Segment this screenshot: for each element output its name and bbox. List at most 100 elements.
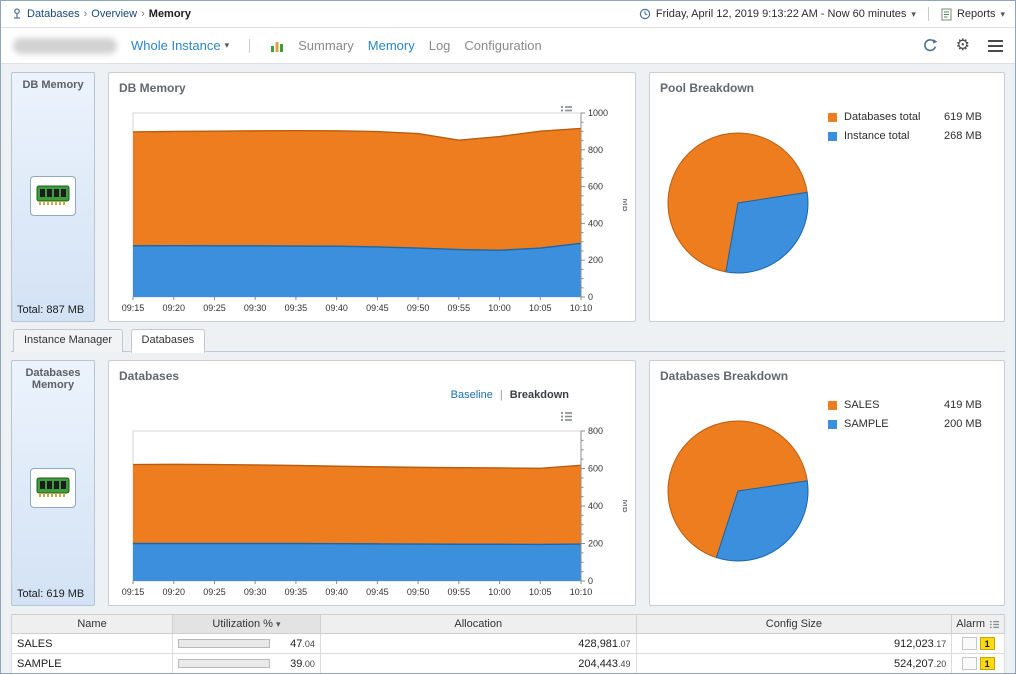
databases-chart-panel: Databases Baseline | Breakdown 0 200 400 60… [108,360,636,606]
nav-configuration[interactable]: Configuration [464,38,542,53]
svg-text:200: 200 [588,539,603,549]
refresh-icon[interactable] [922,38,938,54]
breakdown-toggle[interactable]: Breakdown [509,389,569,401]
databases-section: Databases Memory [11,360,1005,606]
svg-text:09:55: 09:55 [448,587,471,597]
cell-allocation: 204,443.49 [319,653,637,673]
main-content: DB Memory [1,64,1015,673]
memory-chip-button[interactable] [30,467,76,508]
column-header-utilization[interactable]: Utilization % ▾ [172,614,321,634]
chevron-down-icon: ▾ [911,8,916,19]
legend-item: Databases total 619 MB [828,111,990,123]
svg-text:600: 600 [588,464,603,474]
table-row[interactable]: SAMPLE 39.00 204,443.49 524,207.20 [10,653,1005,673]
legend-label: SAMPLE [844,418,889,430]
table-header-row: Name Utilization % ▾ Allocation Config S… [10,614,1005,634]
breadcrumb: Databases › Overview › Memory [11,8,191,20]
pool-breakdown-panel: Pool Breakdown Databases total 619 MB In… [649,72,1005,322]
memory-chip-button[interactable] [30,175,76,216]
legend-item: Instance total 268 MB [828,130,990,142]
tab-databases[interactable]: Databases [130,329,206,353]
svg-text:400: 400 [588,218,603,228]
cell-config-size: 524,207.20 [635,653,953,673]
alarm-critical-box[interactable] [961,637,977,650]
cell-alarm: 1 [951,653,1005,673]
databases-table: Name Utilization % ▾ Allocation Config S… [10,614,1005,673]
db-memory-chart-panel: DB Memory 0 200 400 600 800 1000 MB 09:15 09:20 0… [108,72,636,322]
legend-value: 200 MB [944,418,982,430]
time-range-label: Friday, April 12, 2019 9:13:22 AM - Now … [655,8,907,20]
clock-icon [639,8,651,20]
nav-log[interactable]: Log [428,38,451,53]
time-range-selector[interactable]: Friday, April 12, 2019 9:13:22 AM - Now … [639,8,916,20]
svg-text:800: 800 [588,426,603,436]
legend-value: 619 MB [944,111,982,123]
alarm-warning-box[interactable]: 1 [979,637,995,650]
svg-text:200: 200 [588,255,603,265]
column-header-alarm[interactable]: Alarm [951,614,1005,634]
databases-memory-side-panel: Databases Memory [11,360,95,606]
pool-breakdown-legend: Databases total 619 MB Instance total 26… [828,111,990,142]
baseline-toggle[interactable]: Baseline [450,389,493,401]
panel-title: Databases Memory [25,367,81,391]
toolbar: Whole Instance ▾ Summary Memory Log Conf… [1,28,1015,64]
column-header-name[interactable]: Name [10,614,174,634]
svg-text:09:20: 09:20 [162,587,185,597]
chart-title: DB Memory [119,81,186,95]
reports-label: Reports [956,8,996,20]
panel-title: Databases Breakdown [660,369,789,383]
svg-text:09:35: 09:35 [285,303,308,313]
ram-icon [36,477,70,497]
svg-text:09:15: 09:15 [122,303,145,313]
svg-text:09:25: 09:25 [203,303,226,313]
scope-selector[interactable]: Whole Instance ▾ [131,38,229,53]
alarm-warning-box[interactable]: 1 [979,657,995,670]
divider [249,38,251,53]
cell-name: SALES [10,633,174,654]
svg-text:800: 800 [588,145,603,155]
nav-summary[interactable]: Summary [298,38,354,53]
breadcrumb-link-overview[interactable]: Overview [91,8,138,20]
reports-menu[interactable]: Reports ▾ [941,8,1005,21]
svg-text:600: 600 [588,182,603,192]
utilization-bar [178,639,271,648]
svg-text:10:05: 10:05 [529,587,552,597]
toggle-separator: | [499,389,503,401]
svg-text:09:25: 09:25 [203,587,226,597]
svg-text:09:30: 09:30 [244,303,267,313]
svg-text:10:10: 10:10 [570,303,593,313]
table-options-icon[interactable] [989,620,1000,629]
legend-value: 419 MB [944,399,982,411]
db-memory-side-panel: DB Memory [11,72,95,322]
scope-label: Whole Instance [131,38,221,53]
svg-text:09:45: 09:45 [366,587,389,597]
topbar-right: Friday, April 12, 2019 9:13:22 AM - Now … [639,7,1005,21]
cell-config-size: 912,023.17 [635,633,953,654]
instance-name-redacted [13,37,117,54]
nav-memory[interactable]: Memory [367,38,415,53]
breadcrumb-separator: › [83,8,88,20]
pool-breakdown-pie [664,129,812,277]
ram-icon [36,185,70,205]
sort-desc-icon: ▾ [275,619,281,629]
panel-title: Pool Breakdown [660,81,755,95]
svg-text:09:55: 09:55 [448,303,471,313]
alarm-critical-box[interactable] [961,657,977,670]
cell-utilization: 47.04 [172,633,321,654]
column-header-config-size[interactable]: Config Size [635,614,953,634]
column-header-allocation[interactable]: Allocation [319,614,637,634]
breadcrumb-link-databases[interactable]: Databases [27,8,80,20]
chart-options-icon[interactable] [560,411,573,422]
toolbar-actions: ⚙ [922,36,1003,54]
legend-swatch [828,131,837,141]
legend-label: Databases total [844,111,921,123]
legend-swatch [828,419,837,429]
svg-text:09:20: 09:20 [162,303,185,313]
databases-memory-total: Total: 619 MB [17,588,85,600]
menu-icon[interactable] [988,39,1003,52]
tab-instance-manager[interactable]: Instance Manager [13,329,124,352]
table-row[interactable]: SALES 47.04 428,981.07 912,023.17 [10,633,1005,654]
svg-text:MB: MB [621,198,627,212]
gear-icon[interactable]: ⚙ [955,36,970,54]
